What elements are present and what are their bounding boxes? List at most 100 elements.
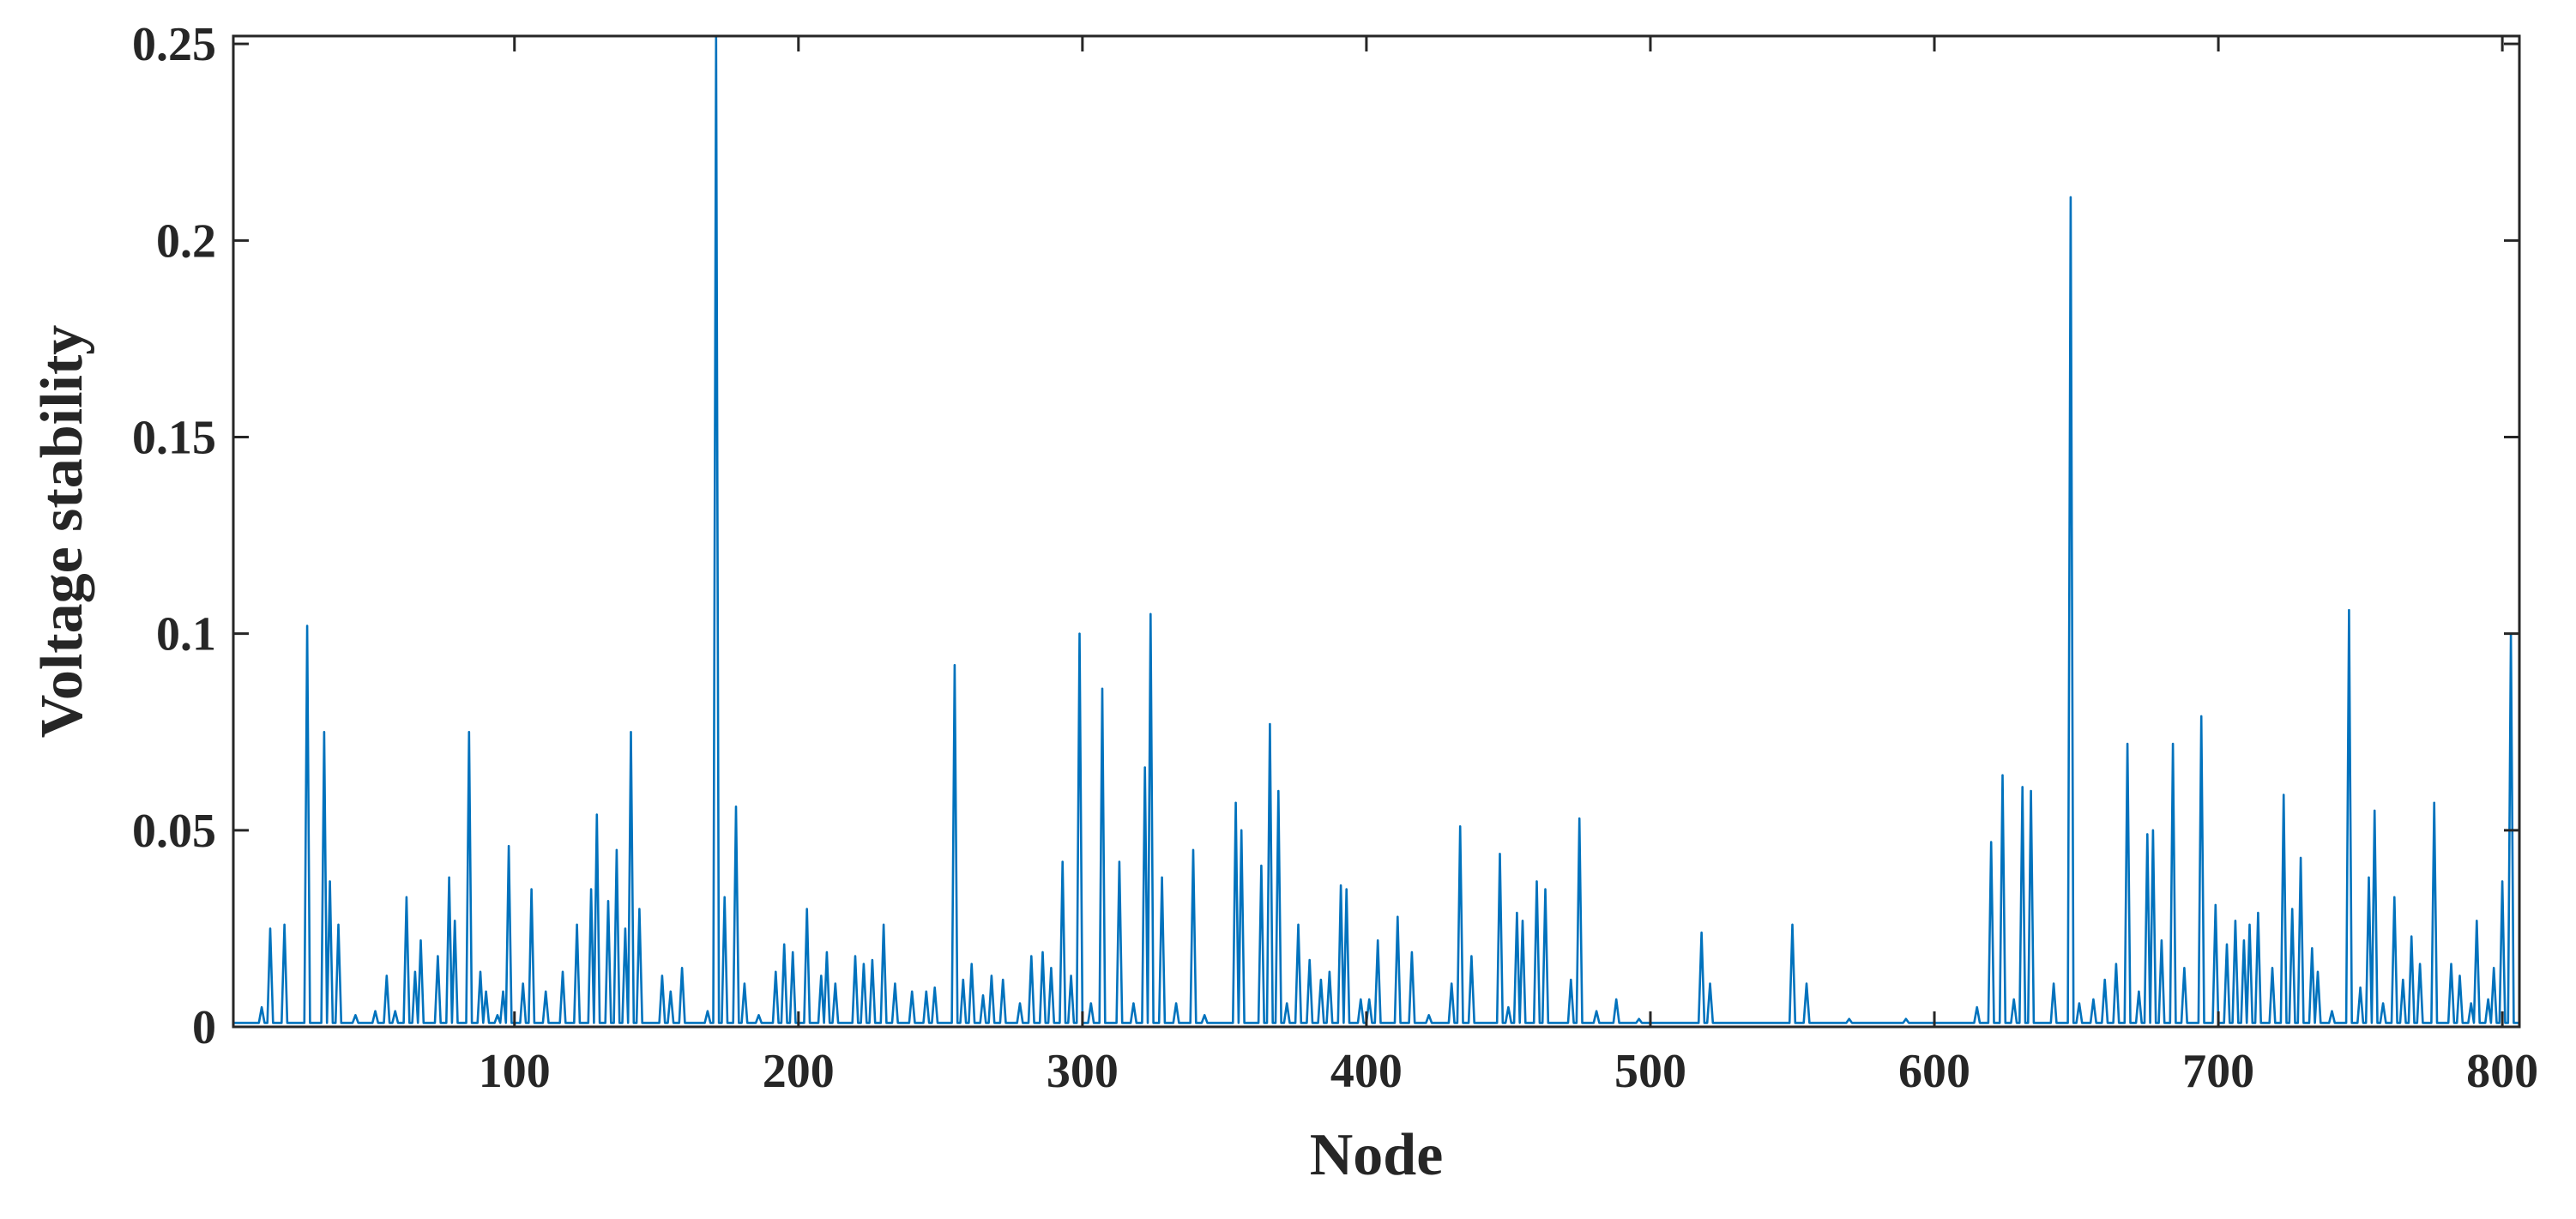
data-point bbox=[670, 991, 672, 993]
data-point bbox=[306, 625, 308, 627]
data-point bbox=[2348, 609, 2350, 611]
data-point bbox=[911, 991, 913, 993]
data-point bbox=[2248, 924, 2251, 926]
data-point bbox=[2146, 833, 2148, 836]
data-point bbox=[2458, 975, 2461, 976]
data-point bbox=[630, 731, 632, 733]
data-point bbox=[1277, 790, 1279, 792]
y-tick-label: 0 bbox=[192, 1001, 216, 1054]
data-point bbox=[2161, 939, 2163, 941]
data-point bbox=[991, 975, 992, 976]
data-point bbox=[1329, 971, 1330, 973]
data-point bbox=[2283, 794, 2284, 796]
data-point bbox=[531, 889, 533, 890]
data-point bbox=[1905, 1018, 1907, 1020]
data-point bbox=[2410, 936, 2412, 938]
data-point bbox=[1144, 766, 1146, 769]
data-point bbox=[2368, 877, 2370, 878]
data-point bbox=[2493, 967, 2495, 969]
data-point bbox=[982, 994, 984, 996]
data-point bbox=[1161, 877, 1163, 878]
data-point bbox=[596, 813, 598, 816]
data-point bbox=[2470, 1002, 2472, 1005]
data-point bbox=[2022, 786, 2024, 788]
x-tick-label: 100 bbox=[479, 1045, 551, 1098]
data-point bbox=[337, 924, 340, 926]
data-point bbox=[2271, 967, 2273, 969]
data-point bbox=[1346, 889, 1348, 890]
x-tick-label: 600 bbox=[1898, 1045, 1970, 1098]
data-point bbox=[744, 983, 745, 985]
data-point bbox=[2172, 743, 2174, 745]
data-point bbox=[269, 927, 271, 929]
data-point bbox=[962, 979, 964, 981]
data-point bbox=[1309, 959, 1311, 961]
data-point bbox=[2291, 908, 2293, 910]
data-point bbox=[406, 896, 407, 898]
data-point bbox=[1397, 916, 1398, 918]
x-tick-label: 800 bbox=[2466, 1045, 2538, 1098]
axes-box bbox=[232, 34, 2521, 1029]
data-point bbox=[1062, 860, 1064, 863]
data-point bbox=[934, 987, 936, 988]
data-point bbox=[1570, 979, 1572, 981]
data-point bbox=[2070, 196, 2072, 198]
data-point bbox=[1050, 967, 1052, 969]
data-point bbox=[724, 896, 726, 898]
tick-marks bbox=[233, 36, 2519, 1029]
data-point bbox=[2300, 857, 2302, 859]
data-point bbox=[2374, 810, 2375, 812]
data-point bbox=[1132, 1002, 1134, 1005]
plot-area bbox=[233, 34, 2519, 1024]
data-point bbox=[1451, 983, 1452, 985]
data-point bbox=[2317, 971, 2319, 973]
data-point bbox=[386, 975, 388, 976]
data-point bbox=[1976, 1006, 1978, 1008]
data-point bbox=[681, 967, 683, 969]
data-point bbox=[2382, 1002, 2384, 1005]
data-point bbox=[826, 951, 828, 953]
data-point bbox=[2104, 979, 2106, 981]
data-point bbox=[284, 924, 286, 926]
data-point bbox=[508, 845, 510, 847]
data-point bbox=[1320, 979, 1322, 981]
data-point bbox=[354, 1014, 356, 1016]
data-point bbox=[2476, 920, 2477, 921]
data-point bbox=[2450, 963, 2452, 965]
data-point bbox=[638, 908, 641, 910]
data-point bbox=[2311, 947, 2313, 949]
data-point bbox=[735, 806, 737, 807]
data-point bbox=[1411, 951, 1413, 953]
data-point bbox=[323, 731, 325, 733]
data-point bbox=[2115, 963, 2117, 965]
data-point bbox=[863, 963, 865, 965]
x-tick-label: 300 bbox=[1047, 1045, 1119, 1098]
data-point bbox=[1507, 1006, 1509, 1008]
data-point bbox=[590, 889, 592, 890]
data-point bbox=[894, 983, 896, 985]
data-point bbox=[1578, 818, 1580, 819]
series-line-0 bbox=[233, 34, 2519, 1024]
data-point bbox=[2393, 896, 2395, 898]
data-point bbox=[1791, 924, 1794, 926]
data-point bbox=[414, 971, 416, 973]
tick-labels: 100 200 300 400 500 600 700 800 0 0.05 0.1 0.15 0.2 0… bbox=[132, 18, 2538, 1098]
data-point bbox=[2243, 939, 2245, 941]
data-point bbox=[1175, 1002, 1177, 1005]
data-point bbox=[2078, 1002, 2080, 1005]
x-axis-title: Node bbox=[1310, 1122, 1444, 1188]
data-point bbox=[775, 971, 776, 973]
data-point bbox=[497, 1014, 498, 1016]
data-point bbox=[1297, 924, 1300, 926]
y-tick-label: 0.25 bbox=[132, 18, 216, 71]
data-point bbox=[2501, 880, 2503, 882]
data-point bbox=[616, 849, 618, 851]
data-point bbox=[624, 927, 626, 929]
data-point bbox=[1544, 889, 1547, 890]
x-tick-label: 500 bbox=[1614, 1045, 1686, 1098]
data-point bbox=[2360, 987, 2362, 988]
data-point bbox=[607, 900, 609, 902]
data-point bbox=[1459, 825, 1461, 827]
data-point bbox=[502, 991, 504, 993]
